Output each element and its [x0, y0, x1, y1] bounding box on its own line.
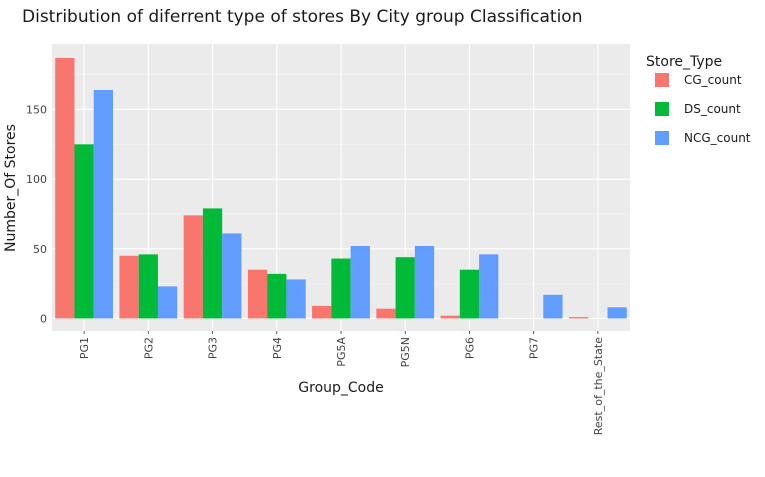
- legend: Store_Type CG_count DS_count NCG_count: [646, 54, 751, 145]
- legend-items: CG_count DS_count NCG_count: [655, 73, 751, 145]
- bar-NCG_count-PG2: [157, 286, 178, 319]
- bar-NCG_count-PG3: [222, 233, 242, 319]
- bar-NCG_count-PG5A: [350, 246, 370, 319]
- x-tick-label: PG1: [78, 337, 91, 359]
- x-tick-label: Rest_of_the_State: [592, 337, 605, 435]
- bar-NCG_count-PG6: [479, 254, 499, 319]
- bar-DS_count-PG1: [74, 144, 94, 319]
- legend-swatch-CG_count: [655, 73, 669, 87]
- legend-label-DS_count: DS_count: [684, 102, 741, 116]
- bar-DS_count-PG5N: [395, 257, 415, 319]
- x-tick-label: PG3: [207, 337, 220, 359]
- bar-DS_count-PG3: [202, 208, 223, 319]
- y-tick-label: 0: [40, 312, 47, 325]
- y-tick-label: 50: [33, 243, 47, 256]
- bar-CG_count-PG1: [55, 57, 75, 319]
- y-tick-label: 150: [26, 103, 47, 116]
- x-tick-label: PG6: [463, 337, 476, 359]
- bar-NCG_count-PG7: [543, 294, 563, 319]
- bar-CG_count-PG5A: [312, 305, 332, 319]
- x-axis-ticks: PG1 PG2 PG3 PG4 PG5A PG5N PG6 PG7 Rest_of_the_St…: [78, 331, 605, 435]
- legend-title: Store_Type: [646, 54, 722, 70]
- bar-NCG_count-PG1: [93, 89, 114, 319]
- x-axis-title: Group_Code: [298, 380, 383, 396]
- bar-DS_count-PG6: [459, 269, 480, 319]
- bar-NCG_count-PG5N: [414, 246, 435, 319]
- chart-title: Distribution of diferrent type of stores…: [22, 7, 582, 27]
- bar-NCG_count-Rest_of_the_State: [607, 307, 627, 319]
- x-tick-label: PG5N: [399, 337, 412, 367]
- bar-CG_count-PG6: [440, 315, 460, 319]
- x-tick-label: PG5A: [335, 337, 348, 367]
- legend-label-NCG_count: NCG_count: [684, 131, 751, 145]
- y-axis-ticks: 0 50 100 150: [26, 103, 47, 325]
- x-tick-label: PG7: [528, 337, 541, 359]
- y-tick-label: 100: [26, 173, 47, 186]
- bar-DS_count-PG2: [138, 254, 158, 319]
- legend-swatch-NCG_count: [655, 131, 669, 145]
- legend-swatch-DS_count: [655, 102, 669, 116]
- bar-CG_count-Rest_of_the_State: [568, 317, 589, 319]
- y-axis-title: Number_Of Stores: [3, 124, 19, 252]
- bar-CG_count-PG2: [119, 255, 139, 319]
- bar-CG_count-PG3: [183, 215, 203, 319]
- bar-CG_count-PG5N: [376, 308, 396, 319]
- bar-DS_count-PG4: [267, 273, 287, 319]
- legend-label-CG_count: CG_count: [684, 73, 742, 87]
- bar-NCG_count-PG4: [286, 279, 306, 319]
- bar-CG_count-PG4: [247, 269, 268, 319]
- x-tick-label: PG2: [142, 337, 155, 359]
- bars: [55, 57, 627, 319]
- x-tick-label: PG4: [271, 337, 284, 359]
- bar-DS_count-PG5A: [331, 258, 351, 319]
